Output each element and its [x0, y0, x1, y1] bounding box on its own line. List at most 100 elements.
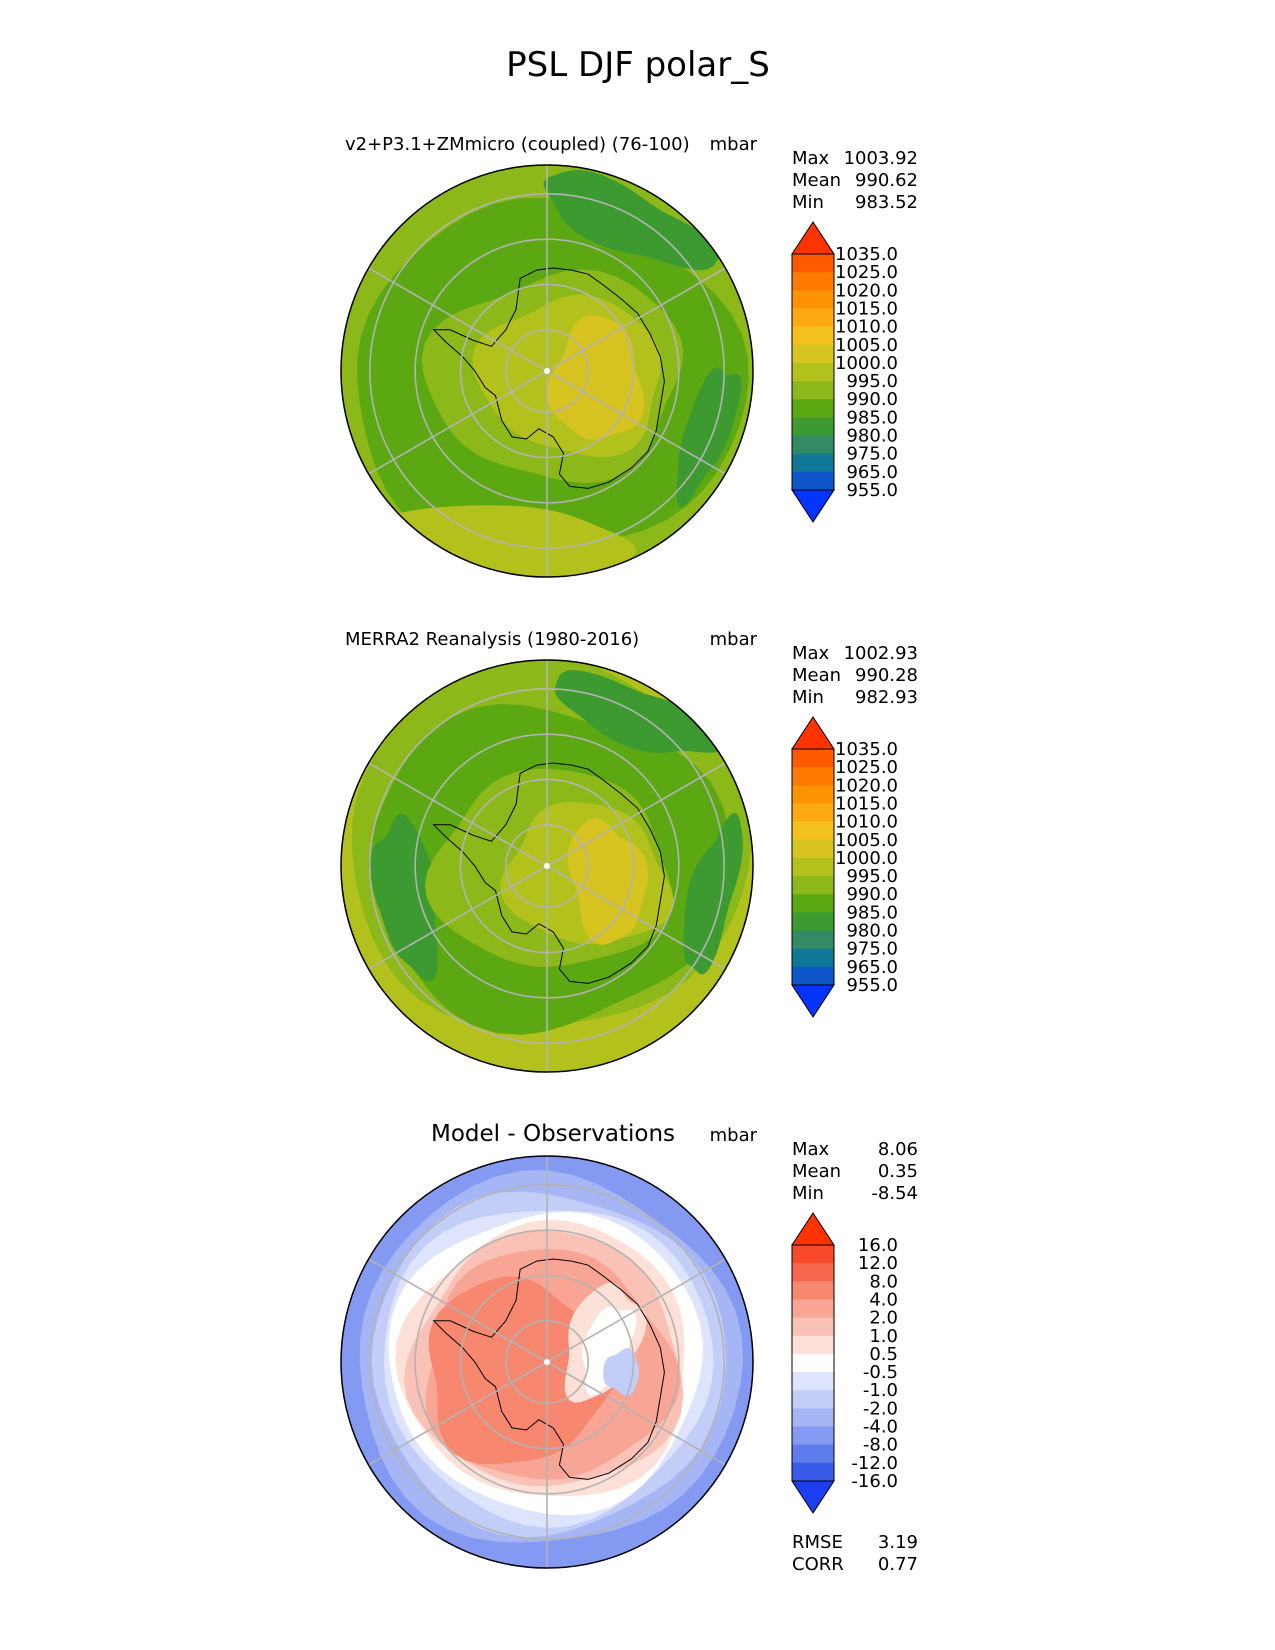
stat-value: 1003.92 [844, 148, 918, 169]
panel-diff-units: mbar [710, 1125, 758, 1146]
panel-model-colorbar: 1035.01025.01020.01015.01010.01005.01000… [791, 221, 898, 523]
colorbar-extend-min [791, 489, 835, 523]
stat-label: Min [792, 687, 824, 708]
colorbar-tick-label: 1035.0 [835, 244, 898, 265]
colorbar-cell [792, 1299, 834, 1319]
colorbar-tick-label: -8.0 [863, 1435, 898, 1456]
colorbar-tick-label: 1035.0 [835, 739, 898, 760]
colorbar-cell [792, 381, 834, 400]
pole-marker [544, 1359, 550, 1365]
colorbar-tick-label: 1005.0 [835, 335, 898, 356]
map-field [341, 660, 753, 1072]
panel-model-map [340, 164, 754, 578]
meridian-line [368, 865, 548, 970]
colorbar-cell [792, 839, 834, 859]
colorbar-cell [792, 912, 834, 932]
panel-diff-stats: Max 8.06 Mean 0.35 Min -8.54 [792, 1139, 918, 1204]
panel-diff-colorbar: 16.012.08.04.02.01.00.5-0.5-1.0-2.0-4.0-… [791, 1212, 898, 1514]
colorbar-cell [792, 1317, 834, 1337]
colorbar-tick-label: 0.5 [869, 1344, 898, 1365]
colorbar-cell [792, 453, 834, 473]
colorbar-cell [792, 821, 834, 841]
contour-level [546, 315, 645, 440]
colorbar-tick-label: 1025.0 [835, 262, 898, 283]
colorbar-tick-label: 980.0 [846, 921, 898, 942]
meridian-line [546, 1258, 726, 1363]
stat-label: Max [792, 643, 830, 664]
stat-label: Max [792, 1139, 830, 1160]
map-field [341, 1156, 753, 1568]
meridian-line [368, 1361, 548, 1466]
colorbar-tick-label: 965.0 [846, 957, 898, 978]
colorbar-tick-label: 1015.0 [835, 793, 898, 814]
pole-marker [544, 863, 550, 869]
stat-value: 983.52 [855, 192, 918, 213]
colorbar-cell [792, 894, 834, 913]
colorbar-tick-label: 975.0 [846, 939, 898, 960]
antarctica-coastline [432, 267, 665, 489]
colorbar-tick-label: 955.0 [846, 480, 898, 501]
colorbar-tick-label: 4.0 [869, 1289, 898, 1310]
colorbar-tick-label: 16.0 [858, 1235, 898, 1256]
colorbar-cell [792, 948, 834, 968]
colorbar-cell [792, 254, 834, 273]
colorbar-tick-label: -12.0 [851, 1453, 898, 1474]
panel-obs-colorbar: 1035.01025.01020.01015.01010.01005.01000… [791, 716, 898, 1018]
colorbar-tick-label: 985.0 [846, 407, 898, 428]
colorbar-tick-label: 990.0 [846, 389, 898, 410]
colorbar-cell [792, 1390, 834, 1409]
colorbar-cell [792, 362, 834, 382]
colorbar-tick-label: 1020.0 [835, 775, 898, 796]
meridian-line [368, 1258, 548, 1363]
colorbar-cell [792, 344, 834, 364]
stat-value: 1002.93 [844, 643, 918, 664]
colorbar-tick-label: 8.0 [869, 1271, 898, 1292]
panel-model: v2+P3.1+ZMmicro (coupled) (76-100) mbar … [340, 134, 918, 578]
colorbar-tick-label: 1.0 [869, 1326, 898, 1347]
panel-model-units: mbar [710, 134, 758, 155]
colorbar-tick-label: 995.0 [846, 866, 898, 887]
stat-value: 990.62 [855, 170, 918, 191]
colorbar-cell [792, 803, 834, 823]
map-boundary [340, 659, 754, 1073]
map-boundary [340, 164, 754, 578]
error-stat-label: RMSE [792, 1532, 843, 1553]
panel-diff-map [340, 1155, 754, 1569]
contour-level [683, 812, 743, 975]
stat-value: 8.06 [878, 1139, 918, 1160]
colorbar-cell [792, 435, 834, 455]
meridian-line [546, 267, 726, 372]
error-stat-label: CORR [792, 1554, 844, 1575]
contour-level [543, 170, 719, 271]
colorbar-cell [792, 930, 834, 950]
colorbar-cell [792, 749, 834, 768]
error-stat-value: 0.77 [878, 1554, 918, 1575]
colorbar-cell [792, 785, 834, 804]
error-stat-value: 3.19 [878, 1532, 918, 1553]
stat-value: 982.93 [855, 687, 918, 708]
colorbar-cell [792, 1426, 834, 1446]
antarctica-coastline [432, 1258, 665, 1480]
panel-obs-units: mbar [710, 629, 758, 650]
panel-diff-error-stats: RMSE 3.19 CORR 0.77 [792, 1532, 918, 1575]
panel-diff-title: Model - Observations [431, 1121, 675, 1147]
panel-obs-title: MERRA2 Reanalysis (1980-2016) [345, 629, 639, 650]
colorbar-tick-label: 1000.0 [835, 848, 898, 869]
stat-value: 990.28 [855, 665, 918, 686]
stat-value: 0.35 [878, 1161, 918, 1182]
colorbar-cell [792, 876, 834, 895]
stat-label: Max [792, 148, 830, 169]
colorbar-cell [792, 1462, 834, 1482]
colorbar-tick-label: 1010.0 [835, 812, 898, 833]
colorbar-cell [792, 1444, 834, 1464]
colorbar-tick-label: 980.0 [846, 426, 898, 447]
meridian-line [546, 1361, 726, 1466]
colorbar-tick-label: 1025.0 [835, 757, 898, 778]
colorbar-cell [792, 1281, 834, 1300]
colorbar-extend-max [791, 1212, 835, 1246]
colorbar-extend-max [791, 716, 835, 750]
meridian-line [368, 370, 548, 475]
colorbar-tick-label: 1015.0 [835, 298, 898, 319]
